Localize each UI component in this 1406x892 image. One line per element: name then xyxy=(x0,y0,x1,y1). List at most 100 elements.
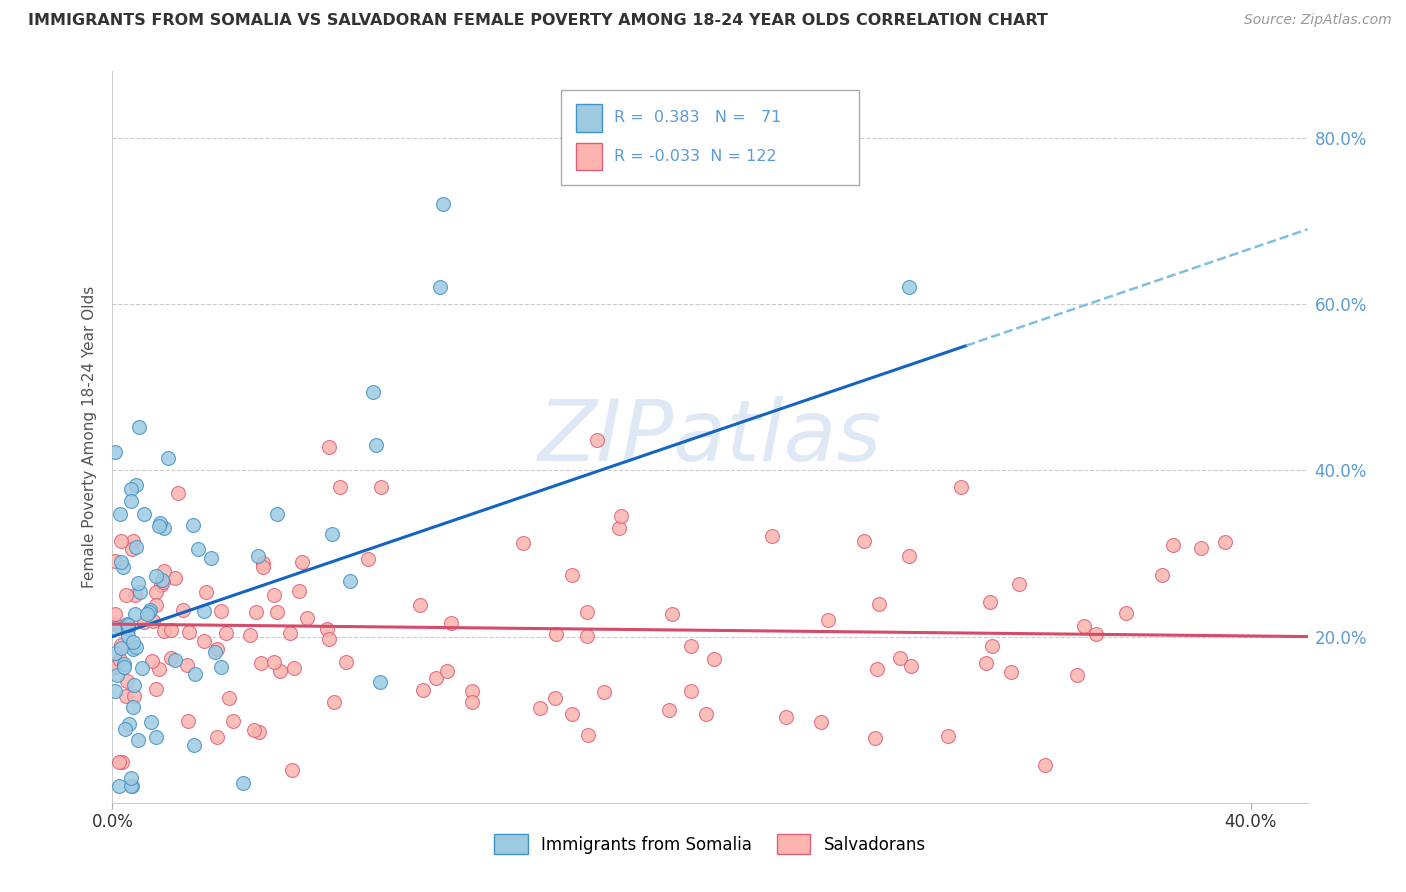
Point xyxy=(112,659,135,673)
Legend: Immigrants from Somalia, Salvadorans: Immigrants from Somalia, Salvadorans xyxy=(488,828,932,860)
Point xyxy=(211,660,233,674)
Point xyxy=(898,280,921,294)
Point xyxy=(1008,577,1031,591)
Point xyxy=(112,657,135,671)
Point xyxy=(193,634,215,648)
Point xyxy=(183,667,205,681)
Text: Source: ZipAtlas.com: Source: ZipAtlas.com xyxy=(1244,13,1392,28)
Point xyxy=(122,700,145,714)
Point xyxy=(543,690,565,705)
Point xyxy=(425,671,447,685)
Point xyxy=(278,626,301,640)
Point xyxy=(432,197,454,211)
Point xyxy=(561,707,583,722)
Point xyxy=(145,730,167,744)
Point xyxy=(252,560,274,574)
Point xyxy=(461,696,484,710)
Point xyxy=(114,588,136,602)
Point xyxy=(1085,627,1108,641)
Point xyxy=(122,689,145,703)
Point xyxy=(110,533,132,548)
Point xyxy=(115,674,138,689)
Point xyxy=(135,607,157,622)
Point xyxy=(108,620,131,634)
Point xyxy=(148,519,170,533)
Point xyxy=(117,622,139,636)
Point xyxy=(775,710,797,724)
Point xyxy=(269,664,291,678)
Point xyxy=(105,668,128,682)
Point xyxy=(108,653,131,667)
Text: R =  0.383   N =   71: R = 0.383 N = 71 xyxy=(614,111,782,126)
Point xyxy=(295,610,318,624)
Point xyxy=(810,714,832,729)
Point xyxy=(950,480,973,494)
Point xyxy=(160,650,183,665)
Point xyxy=(193,604,215,618)
Point xyxy=(142,615,165,629)
Point xyxy=(163,653,186,667)
Point xyxy=(132,507,155,521)
Point xyxy=(863,731,886,745)
Point xyxy=(183,739,205,753)
FancyBboxPatch shape xyxy=(576,143,603,170)
FancyBboxPatch shape xyxy=(561,90,859,185)
Text: ZIPatlas: ZIPatlas xyxy=(538,395,882,479)
Point xyxy=(157,451,180,466)
Point xyxy=(104,445,127,459)
Point xyxy=(148,662,170,676)
Point xyxy=(1066,667,1088,681)
Point xyxy=(177,714,200,728)
Point xyxy=(576,727,599,741)
Point xyxy=(215,626,238,640)
Point xyxy=(127,576,149,591)
Point xyxy=(315,622,337,636)
Point xyxy=(243,723,266,738)
Point xyxy=(120,779,142,793)
Point xyxy=(152,575,174,590)
Point xyxy=(321,527,343,541)
Point xyxy=(429,280,451,294)
Point xyxy=(370,480,392,494)
Point xyxy=(104,621,127,635)
Point xyxy=(110,638,132,652)
Point xyxy=(658,703,681,717)
Point xyxy=(139,603,162,617)
Point xyxy=(120,482,142,496)
Point xyxy=(127,733,149,747)
Point xyxy=(172,603,194,617)
Point xyxy=(681,639,703,653)
Point xyxy=(461,684,484,698)
Point xyxy=(266,605,288,619)
Point xyxy=(124,607,146,621)
Point xyxy=(200,551,222,566)
Point xyxy=(661,607,683,622)
Point xyxy=(149,577,172,591)
Point xyxy=(544,627,567,641)
Point xyxy=(176,658,198,673)
Point xyxy=(817,613,839,627)
Point xyxy=(104,659,127,673)
Point xyxy=(440,616,463,631)
Point xyxy=(153,624,176,639)
Point xyxy=(323,695,346,709)
Point xyxy=(195,584,218,599)
Point xyxy=(593,684,616,698)
Point xyxy=(1000,665,1022,679)
Point xyxy=(1189,541,1212,556)
Point xyxy=(122,533,145,548)
Text: R = -0.033  N = 122: R = -0.033 N = 122 xyxy=(614,149,778,164)
Point xyxy=(108,756,131,770)
Point xyxy=(125,541,148,555)
Point xyxy=(607,521,630,535)
Point xyxy=(114,722,136,736)
Point xyxy=(122,678,145,692)
Point xyxy=(610,508,633,523)
Point xyxy=(104,607,127,622)
Point xyxy=(125,478,148,492)
FancyBboxPatch shape xyxy=(576,104,603,132)
Point xyxy=(889,650,911,665)
Point xyxy=(979,595,1001,609)
Point xyxy=(159,623,181,637)
Point xyxy=(576,629,599,643)
